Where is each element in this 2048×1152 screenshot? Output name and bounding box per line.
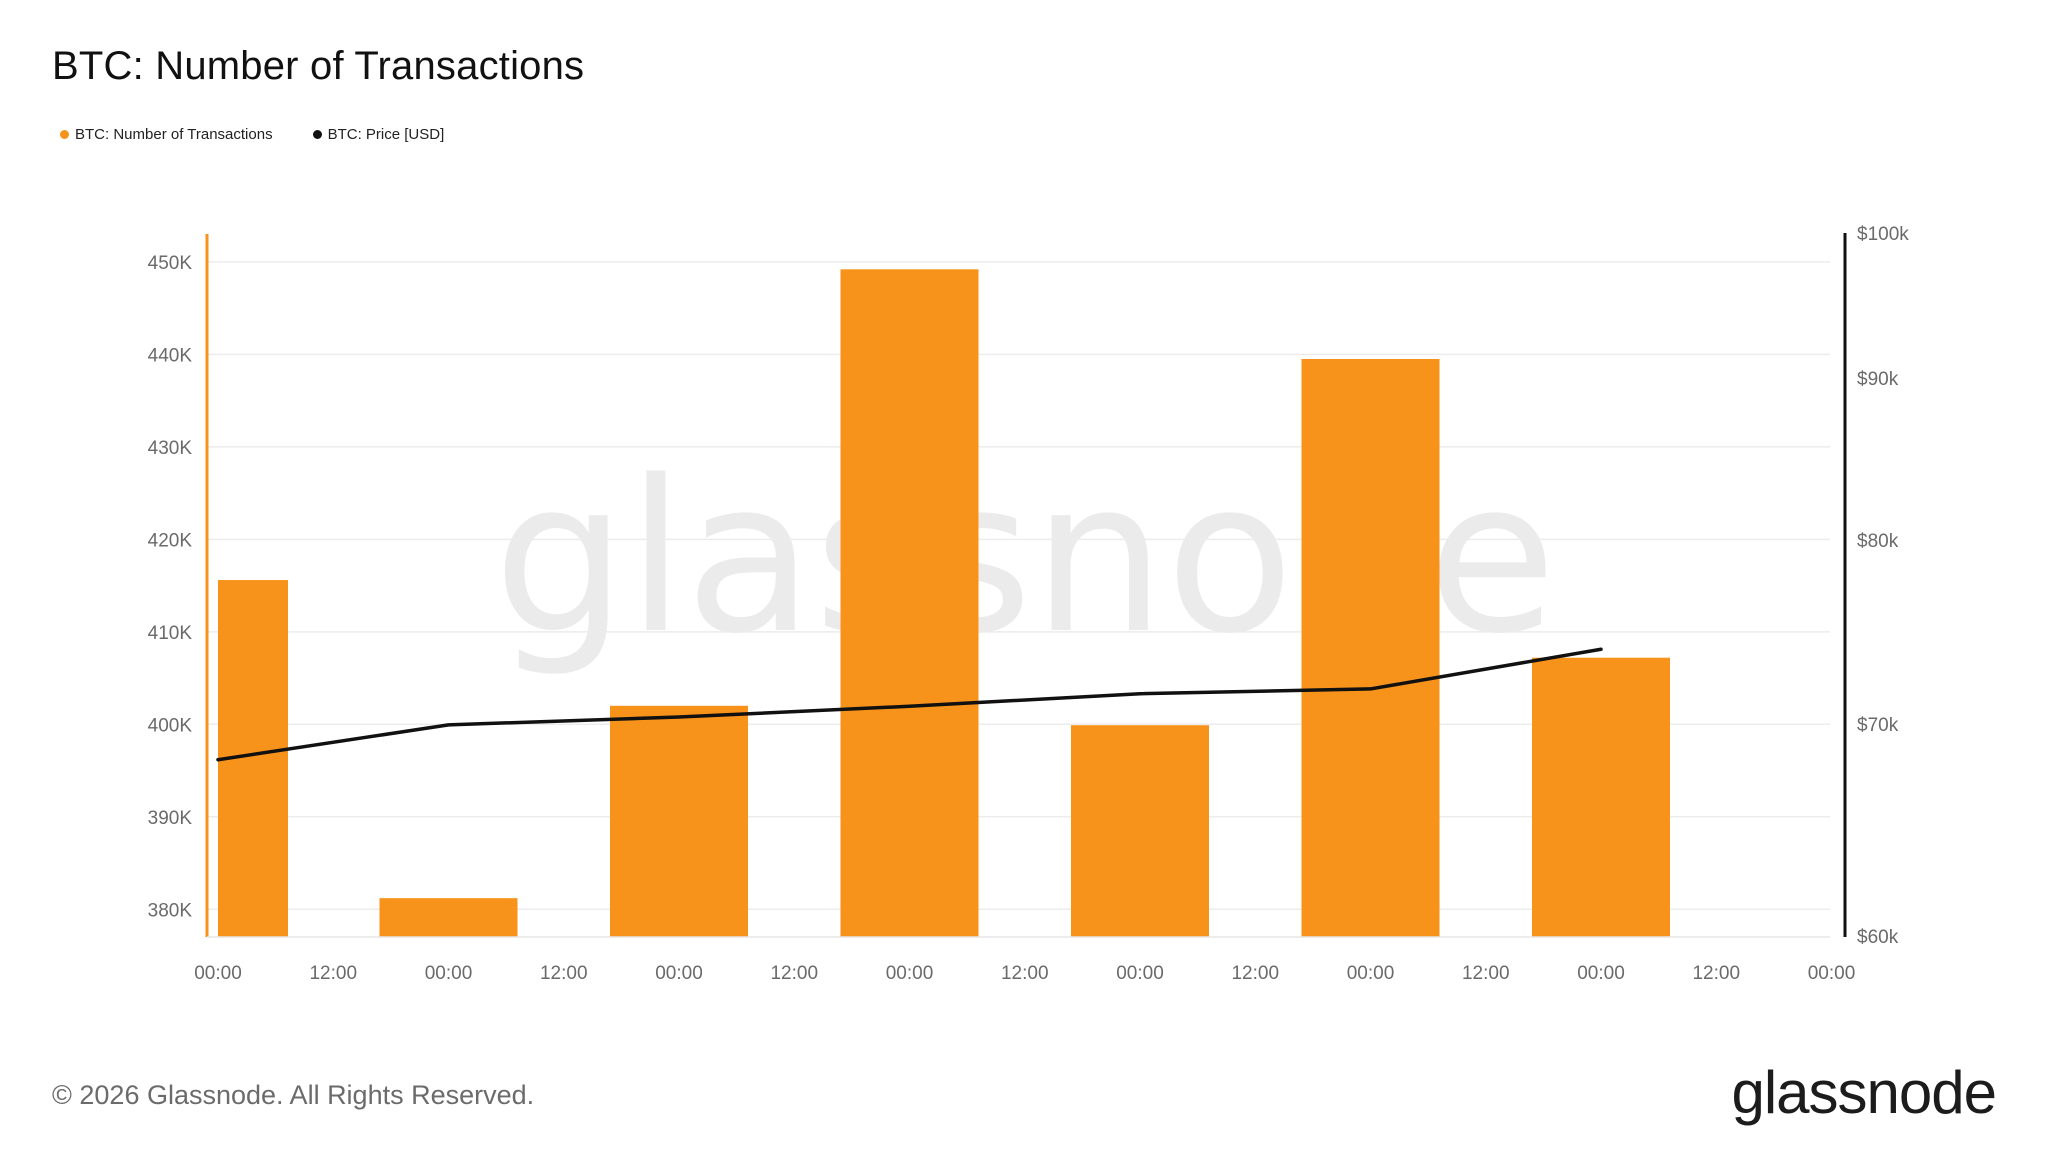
price-line-series [216, 647, 1603, 762]
axes: 380K 390K 400K 410K 420K 430K 440K 450K $60k $70k… [148, 224, 1910, 984]
x-tick-label: 12:00 [1231, 963, 1279, 984]
x-tick-label: 12:00 [540, 963, 588, 984]
bar-series [218, 269, 1670, 938]
x-tick-label: 00:00 [655, 963, 703, 984]
glassnode-logo: glassnode [1731, 1059, 1997, 1126]
y-left-tick-label: 450K [148, 253, 193, 274]
y-right-tick-label: $60k [1857, 927, 1899, 948]
chart-legend: BTC: Number of Transactions BTC: Price [… [60, 126, 444, 143]
bar [1071, 725, 1209, 937]
x-tick-label: 00:00 [1347, 963, 1395, 984]
copyright-text: © 2026 Glassnode. All Rights Reserved. [52, 1080, 535, 1110]
legend-item-price[interactable]: BTC: Price [USD] [312, 126, 445, 143]
y-left-tick-label: 420K [148, 530, 193, 551]
y-left-tick-label: 430K [148, 438, 193, 459]
x-tick-label: 12:00 [1692, 963, 1740, 984]
x-tick-label: 12:00 [1001, 963, 1049, 984]
x-tick-label: 00:00 [194, 963, 242, 984]
y-left-tick-label: 390K [148, 808, 193, 829]
legend-item-transactions[interactable]: BTC: Number of Transactions [60, 126, 273, 143]
x-tick-label: 00:00 [1577, 963, 1625, 984]
legend-label-price: BTC: Price [USD] [327, 126, 445, 143]
bar [1532, 657, 1670, 937]
price-line [216, 647, 1603, 762]
legend-dot-orange-icon [60, 130, 69, 139]
x-tick-label: 00:00 [1116, 963, 1164, 984]
x-tick-label: 12:00 [1462, 963, 1510, 984]
legend-dot-black-icon [312, 130, 322, 139]
x-tick-label: 12:00 [309, 963, 357, 984]
y-right-tick-label: $80k [1857, 531, 1899, 552]
y-left-tick-label: 380K [148, 900, 193, 921]
bar [379, 898, 518, 937]
y-right-tick-label: $90k [1857, 369, 1899, 390]
y-right-tick-label: $100k [1857, 224, 1909, 245]
bar [610, 705, 748, 937]
legend-label-transactions: BTC: Number of Transactions [75, 126, 273, 143]
bar [840, 269, 979, 938]
x-tick-label: 12:00 [770, 963, 818, 984]
x-tick-label: 00:00 [425, 963, 473, 984]
y-left-tick-label: 410K [148, 623, 193, 644]
chart-title: BTC: Number of Transactions [52, 44, 585, 88]
y-right-tick-label: $70k [1857, 715, 1899, 736]
x-tick-label: 00:00 [1808, 963, 1856, 984]
bar [1301, 358, 1440, 938]
y-left-tick-label: 400K [148, 715, 193, 736]
x-tick-label: 00:00 [886, 963, 934, 984]
y-left-tick-label: 440K [148, 345, 193, 366]
